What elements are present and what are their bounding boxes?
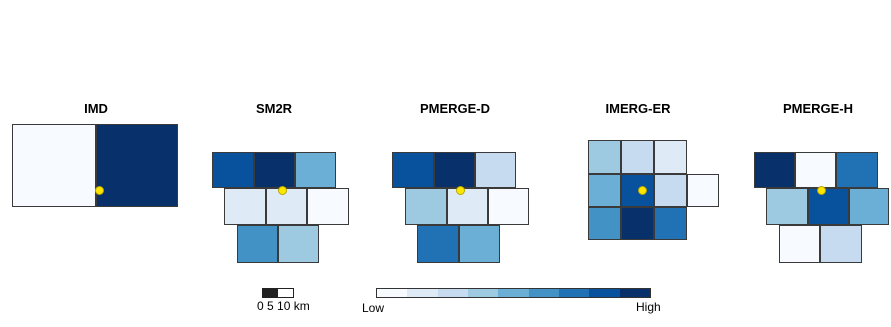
- grid-cell: [588, 207, 621, 240]
- grid-cell: [621, 207, 654, 240]
- panel-title-imerg-er: IMERG-ER: [605, 101, 671, 116]
- grid-cell: [654, 140, 687, 174]
- grid-cell: [621, 174, 654, 207]
- grid-cell: [795, 152, 836, 188]
- grid-cell: [779, 225, 820, 263]
- grid-cell: [12, 124, 96, 207]
- scale-bar-dark-segment: [263, 289, 278, 297]
- grid-cell: [687, 174, 719, 207]
- station-marker: [817, 186, 826, 195]
- grid-cell: [588, 140, 621, 174]
- legend-swatch: [377, 289, 408, 297]
- legend-swatch: [619, 289, 650, 297]
- panel-title-sm2r: SM2R: [255, 101, 293, 116]
- grid-cell: [392, 152, 434, 188]
- grid-cell: [475, 152, 516, 188]
- grid-cell: [307, 188, 349, 225]
- panel-title-pmerge-h: PMERGE-H: [782, 101, 854, 116]
- legend-swatch: [407, 289, 438, 297]
- grid-cell: [237, 225, 278, 263]
- grid-cell: [754, 152, 795, 188]
- grid-cell: [654, 174, 687, 207]
- grid-cell: [447, 188, 488, 225]
- grid-cell: [405, 188, 447, 225]
- scale-bar: [262, 288, 294, 298]
- legend-high-label: High: [636, 300, 661, 314]
- station-marker: [456, 186, 465, 195]
- legend-low-label: Low: [362, 301, 385, 315]
- legend-swatch: [437, 289, 468, 297]
- panel-title-pmerge-d: PMERGE-D: [419, 101, 491, 116]
- legend-swatch: [558, 289, 590, 297]
- panel-title-imd: IMD: [84, 101, 108, 116]
- grid-cell: [488, 188, 529, 225]
- grid-cell: [654, 207, 687, 240]
- legend-swatch: [589, 289, 620, 297]
- grid-cell: [836, 152, 878, 188]
- legend-swatch: [467, 289, 499, 297]
- station-marker: [638, 186, 647, 195]
- grid-cell: [849, 188, 889, 225]
- grid-cell: [212, 152, 254, 188]
- color-legend-bar: [376, 288, 651, 298]
- grid-cell: [96, 124, 178, 207]
- grid-cell: [588, 174, 621, 207]
- grid-cell: [278, 225, 319, 263]
- station-marker: [278, 186, 287, 195]
- grid-cell: [766, 188, 808, 225]
- grid-cell: [459, 225, 500, 263]
- grid-cell: [266, 188, 307, 225]
- grid-cell: [224, 188, 266, 225]
- grid-cell: [254, 152, 295, 188]
- grid-cell: [417, 225, 459, 263]
- grid-cell: [621, 140, 654, 174]
- legend-swatch: [498, 289, 529, 297]
- grid-cell: [820, 225, 862, 263]
- station-marker: [95, 186, 104, 195]
- legend-swatch: [528, 289, 559, 297]
- scale-bar-label: 0 5 10 km: [257, 299, 310, 313]
- grid-cell: [295, 152, 336, 188]
- scale-bar-light-segment: [278, 289, 293, 297]
- grid-cell: [434, 152, 475, 188]
- grid-cell: [808, 188, 849, 225]
